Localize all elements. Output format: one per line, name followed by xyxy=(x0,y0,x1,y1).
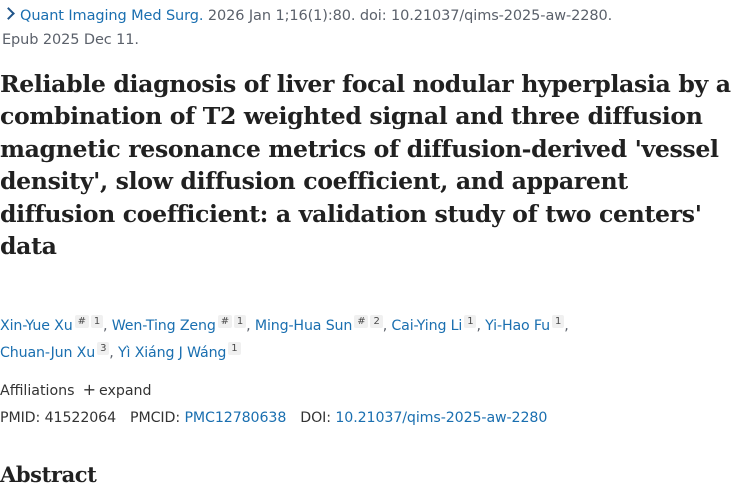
equal-contrib-badge[interactable]: # xyxy=(74,315,89,328)
doi-link[interactable]: 10.21037/qims-2025-aw-2280 xyxy=(335,410,548,426)
author-link[interactable]: Wen-Ting Zeng xyxy=(111,318,216,334)
plus-icon[interactable]: + xyxy=(82,380,96,399)
article-title: Reliable diagnosis of liver focal nodula… xyxy=(0,70,731,261)
pmid-value: 41522064 xyxy=(44,410,117,426)
pmcid-label: PMCID: xyxy=(130,410,181,426)
affiliation-badge[interactable]: 1 xyxy=(464,315,477,328)
affiliation-badge[interactable]: 1 xyxy=(233,315,247,328)
expand-link[interactable]: expand xyxy=(98,383,152,399)
author-link[interactable]: Xin-Yue Xu xyxy=(0,318,73,334)
equal-contrib-badge[interactable]: # xyxy=(217,315,232,328)
author-link[interactable]: Chuan-Jun Xu xyxy=(0,345,96,361)
abstract-heading: Abstract xyxy=(0,462,97,487)
author-link[interactable]: Cai-Ying Li xyxy=(391,318,463,334)
citation-details: 2026 Jan 1;16(1):80. doi: 10.21037/qims-… xyxy=(203,8,613,24)
affiliation-badge[interactable]: 2 xyxy=(370,315,383,328)
citation: Quant Imaging Med Surg. 2026 Jan 1;16(1)… xyxy=(2,4,612,52)
pmcid-link[interactable]: PMC12780638 xyxy=(184,410,287,426)
affiliation-badge[interactable]: 1 xyxy=(90,315,104,328)
citation-line: Quant Imaging Med Surg. 2026 Jan 1;16(1)… xyxy=(2,4,612,28)
affiliation-badge[interactable]: 1 xyxy=(551,315,565,328)
pmid-label: PMID: xyxy=(0,410,41,426)
identifiers: PMID: 41522064 PMCID: PMC12780638 DOI: 10.… xyxy=(0,406,547,430)
epub-date: Epub 2025 Dec 11. xyxy=(2,32,139,48)
author-link[interactable]: Ming-Hua Sun xyxy=(254,318,353,334)
author-link[interactable]: Yi-Hao Fu xyxy=(485,318,550,334)
author-list: Xin-Yue Xu #1, Wen-Ting Zeng #1, Ming-Hua … xyxy=(0,315,569,361)
doi-label: DOI: xyxy=(300,410,331,426)
author-link[interactable]: Yì Xiáng J Wáng xyxy=(118,345,227,361)
affiliation-badge[interactable]: 3 xyxy=(97,342,110,355)
chevron-right-icon[interactable] xyxy=(2,7,15,20)
affiliation-badge[interactable]: 1 xyxy=(228,342,241,355)
equal-contrib-badge[interactable]: # xyxy=(354,315,369,328)
affiliations-label: Affiliations xyxy=(0,383,75,399)
affiliations-toggle[interactable]: Affiliations + expand xyxy=(0,378,152,403)
journal-link[interactable]: Quant Imaging Med Surg. xyxy=(20,8,204,24)
